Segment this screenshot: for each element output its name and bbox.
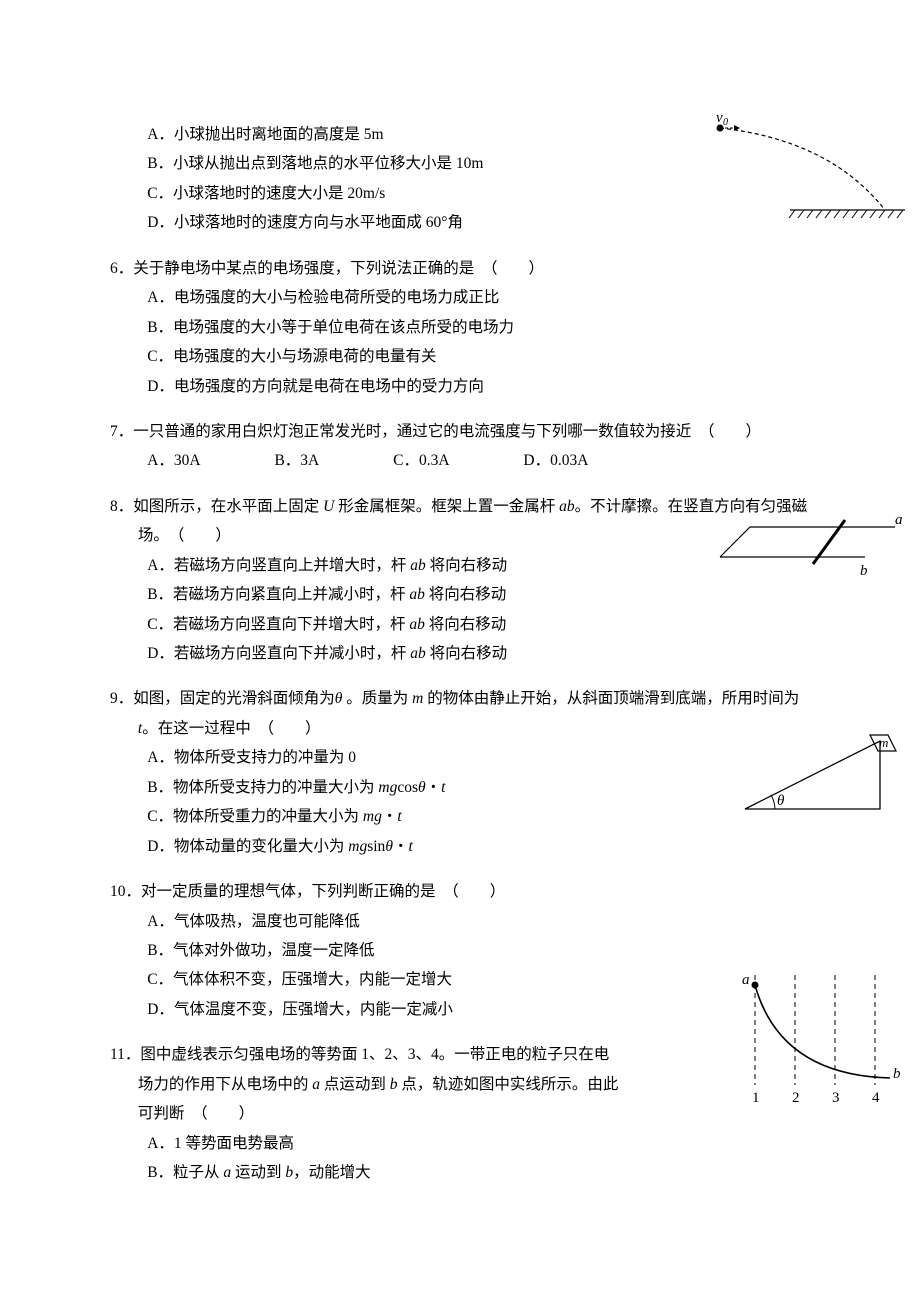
question-9: m θ 9．如图，固定的光滑斜面倾角为θ 。质量为 m 的物体由静止开始，从斜面…: [110, 684, 810, 861]
num-1: 1: [752, 1090, 760, 1106]
q9-optA: A．物体所受支持力的冲量为 0: [147, 743, 810, 772]
num-3: 3: [832, 1090, 840, 1106]
q5-options: A．小球抛出时离地面的高度是 5m B．小球从抛出点到落地点的水平位移大小是 1…: [110, 120, 810, 238]
q7-optC: C．0.3A: [393, 446, 449, 475]
q10-optB: B．气体对外做功，温度一定降低: [147, 936, 810, 965]
num-4: 4: [872, 1090, 880, 1106]
q9-optB: B．物体所受支持力的冲量大小为 mgcosθ・t: [147, 773, 810, 802]
ground-hatch: [789, 210, 903, 218]
b-label: b: [893, 1066, 901, 1082]
q9-stem: 9．如图，固定的光滑斜面倾角为θ 。质量为 m 的物体由静止开始，从斜面顶端滑到…: [110, 684, 810, 743]
q9-diagram: m θ: [735, 729, 910, 824]
q9-options: A．物体所受支持力的冲量为 0 B．物体所受支持力的冲量大小为 mgcosθ・t…: [110, 743, 810, 861]
q11-diagram: a b 1 2 3 4: [725, 970, 910, 1110]
q10-options: A．气体吸热，温度也可能降低 B．气体对外做功，温度一定降低 C．气体体积不变，…: [110, 907, 810, 1025]
q6-options: A．电场强度的大小与检验电荷所受的电场力成正比 B．电场强度的大小等于单位电荷在…: [110, 283, 810, 401]
q8-optB: B．若磁场方向紧直向上并减小时，杆 ab 将向右移动: [147, 580, 810, 609]
b-label: b: [860, 563, 868, 579]
trajectory: [720, 128, 885, 210]
q11-optA: A．1 等势面电势最高: [147, 1129, 810, 1158]
q8-stem: 8．如图所示，在水平面上固定 U 形金属框架。框架上置一金属杆 ab。不计摩擦。…: [110, 492, 810, 551]
q6-optC: C．电场强度的大小与场源电荷的电量有关: [147, 342, 810, 371]
q8-optC: C．若磁场方向竖直向下并增大时，杆 ab 将向右移动: [147, 610, 810, 639]
v0-label: v: [716, 110, 723, 126]
question-10: 10．对一定质量的理想气体，下列判断正确的是 （ ） A．气体吸热，温度也可能降…: [110, 877, 810, 1024]
q7-optB: B．3A: [274, 446, 319, 475]
q7-optA: A．30A: [147, 446, 200, 475]
num-2: 2: [792, 1090, 800, 1106]
q6-optB: B．电场强度的大小等于单位电荷在该点所受的电场力: [147, 313, 810, 342]
q5-diagram: v 0: [710, 110, 910, 230]
q10-optD: D．气体温度不变，压强增大，内能一定减小: [147, 995, 810, 1024]
q11-stem: 11．图中虚线表示匀强电场的等势面 1、2、3、4。一带正电的粒子只在电场力的作…: [110, 1040, 810, 1128]
u-frame-top: [720, 527, 895, 557]
v0-sub: 0: [723, 117, 728, 128]
q10-optA: A．气体吸热，温度也可能降低: [147, 907, 810, 936]
q9-optC: C．物体所受重力的冲量大小为 mg・t: [147, 802, 810, 831]
q8-options: A．若磁场方向竖直向上并增大时，杆 ab 将向右移动 B．若磁场方向紧直向上并减…: [110, 551, 810, 669]
q6-stem: 6．关于静电场中某点的电场强度，下列说法正确的是 （ ）: [110, 254, 810, 283]
question-6: 6．关于静电场中某点的电场强度，下列说法正确的是 （ ） A．电场强度的大小与检…: [110, 254, 810, 401]
q10-stem: 10．对一定质量的理想气体，下列判断正确的是 （ ）: [110, 877, 810, 906]
incline-triangle: [745, 741, 880, 809]
q11-options: A．1 等势面电势最高 B．粒子从 a 运动到 b，动能增大: [110, 1129, 810, 1188]
q9-optD: D．物体动量的变化量大小为 mgsinθ・t: [147, 832, 810, 861]
q10-optC: C．气体体积不变，压强增大，内能一定增大: [147, 965, 810, 994]
q11-optB: B．粒子从 a 运动到 b，动能增大: [147, 1158, 810, 1187]
q7-options: A．30A B．3A C．0.3A D．0.03A: [110, 446, 810, 475]
m-label: m: [879, 735, 888, 750]
q6-optD: D．电场强度的方向就是电荷在电场中的受力方向: [147, 372, 810, 401]
theta-label: θ: [777, 793, 785, 809]
a-label: a: [742, 972, 750, 988]
q8-diagram: a b: [710, 512, 910, 582]
question-5: v 0 A．小球抛出时离地: [110, 120, 810, 238]
question-8: a b 8．如图所示，在水平面上固定 U 形金属框架。框架上置一金属杆 ab。不…: [110, 492, 810, 669]
question-7: 7．一只普通的家用白炽灯泡正常发光时，通过它的电流强度与下列哪一数值较为接近 （…: [110, 417, 810, 476]
q7-stem: 7．一只普通的家用白炽灯泡正常发光时，通过它的电流强度与下列哪一数值较为接近 （…: [110, 417, 810, 446]
angle-arc: [771, 795, 775, 809]
q7-optD: D．0.03A: [523, 446, 588, 475]
q8-optD: D．若磁场方向竖直向下并减小时，杆 ab 将向右移动: [147, 639, 810, 668]
point-a-dot: [752, 982, 759, 989]
q6-optA: A．电场强度的大小与检验电荷所受的电场力成正比: [147, 283, 810, 312]
question-11: a b 1 2 3 4 11．图中虚线表示匀强电场的等势面 1、2、3、4。一带…: [110, 1040, 810, 1187]
trajectory-curve: [755, 985, 890, 1078]
a-label: a: [895, 512, 903, 528]
